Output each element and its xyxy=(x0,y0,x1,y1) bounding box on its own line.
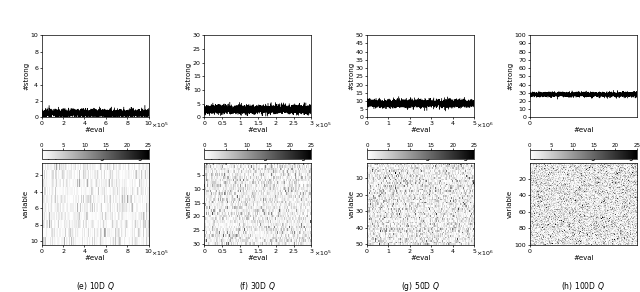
Text: $\times10^{6}$: $\times10^{6}$ xyxy=(476,248,494,258)
Text: (b) 30D average #strong: (b) 30D average #strong xyxy=(210,152,306,161)
Text: $\times10^{5}$: $\times10^{5}$ xyxy=(151,121,168,130)
X-axis label: #eval: #eval xyxy=(410,255,431,261)
Text: (e) 10D $\it{Q}$: (e) 10D $\it{Q}$ xyxy=(76,280,115,292)
X-axis label: #eval: #eval xyxy=(410,127,431,133)
Text: $\times10^{7}$: $\times10^{7}$ xyxy=(639,121,640,130)
X-axis label: #eval: #eval xyxy=(573,255,593,261)
Text: $\times10^{5}$: $\times10^{5}$ xyxy=(314,121,331,130)
Text: (g) 50D $\it{Q}$: (g) 50D $\it{Q}$ xyxy=(401,280,440,292)
Text: $\times10^{6}$: $\times10^{6}$ xyxy=(476,121,494,130)
X-axis label: #eval: #eval xyxy=(248,255,268,261)
Text: (a) 10D average #strong: (a) 10D average #strong xyxy=(47,152,143,161)
Text: $\times10^{5}$: $\times10^{5}$ xyxy=(151,248,168,258)
Y-axis label: #strong: #strong xyxy=(348,62,355,90)
Y-axis label: variable: variable xyxy=(348,190,355,218)
Text: (c) 50D average #strong: (c) 50D average #strong xyxy=(373,152,468,161)
X-axis label: #eval: #eval xyxy=(85,127,106,133)
Y-axis label: #strong: #strong xyxy=(23,62,29,90)
Y-axis label: variable: variable xyxy=(186,190,191,218)
Y-axis label: #strong: #strong xyxy=(186,62,191,90)
Text: (f) 30D $\it{Q}$: (f) 30D $\it{Q}$ xyxy=(239,280,276,292)
Y-axis label: variable: variable xyxy=(23,190,29,218)
Text: $\times10^{5}$: $\times10^{5}$ xyxy=(314,248,331,258)
X-axis label: #eval: #eval xyxy=(248,127,268,133)
X-axis label: #eval: #eval xyxy=(573,127,593,133)
Text: (d) 100D average #strong: (d) 100D average #strong xyxy=(533,152,634,161)
Y-axis label: variable: variable xyxy=(508,190,513,218)
X-axis label: #eval: #eval xyxy=(85,255,106,261)
Text: $\times10^{7}$: $\times10^{7}$ xyxy=(639,248,640,258)
Y-axis label: #strong: #strong xyxy=(508,62,513,90)
Text: (h) 100D $\it{Q}$: (h) 100D $\it{Q}$ xyxy=(561,280,605,292)
